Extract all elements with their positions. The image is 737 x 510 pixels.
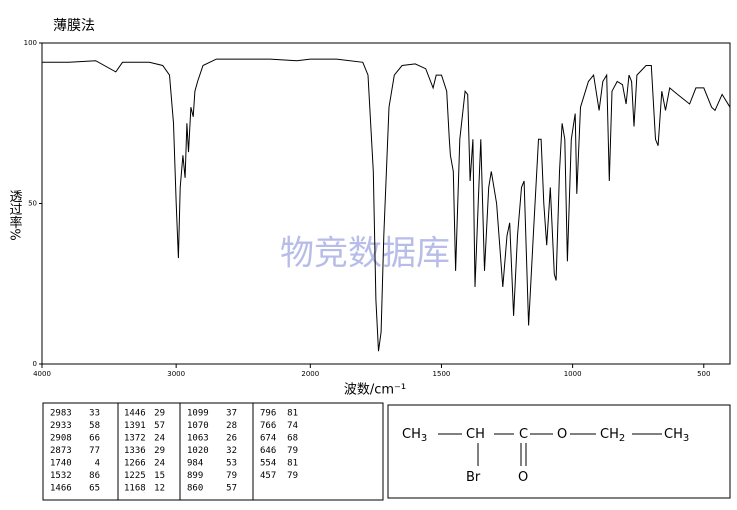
x-tick-label: 1000 [564, 370, 582, 378]
atom-symbol: CH [402, 427, 421, 442]
atom-label: O [557, 427, 567, 442]
peak-value: 66 [89, 434, 100, 444]
peak-value: 86 [89, 471, 100, 481]
peak-wavenumber: 1372 [124, 434, 146, 444]
peak-value: 58 [89, 421, 100, 431]
peak-wavenumber: 1336 [124, 446, 146, 456]
peak-value: 57 [154, 421, 165, 431]
atom-label: CH2 [600, 427, 625, 445]
x-tick-label: 4000 [33, 370, 51, 378]
atom-label: CH3 [664, 427, 689, 445]
peak-value: 33 [89, 409, 100, 419]
y-tick-label: 0 [33, 360, 37, 368]
peak-value: 15 [154, 471, 165, 481]
atom-subscript: 2 [619, 433, 625, 444]
atom-label: CH [466, 427, 485, 442]
atom-label: CH3 [402, 427, 427, 445]
peak-wavenumber: 766 [260, 421, 276, 431]
y-axis-label: 透过率% [7, 189, 23, 240]
atom-symbol: CH [600, 427, 619, 442]
peak-wavenumber: 2983 [50, 409, 72, 419]
peak-wavenumber: 984 [187, 459, 203, 469]
peak-value: 28 [226, 421, 237, 431]
watermark: 物竞数据库 [280, 234, 450, 274]
atom-subscript: 3 [683, 433, 689, 444]
x-tick-label: 1500 [433, 370, 451, 378]
peak-value: 37 [226, 409, 237, 419]
peak-table-frame [42, 402, 384, 501]
peak-wavenumber: 1099 [187, 409, 209, 419]
x-tick-label: 500 [697, 370, 710, 378]
peak-wavenumber: 1168 [124, 484, 146, 494]
bonds [438, 433, 662, 466]
peak-wavenumber: 1063 [187, 434, 209, 444]
atom-label: C [519, 427, 528, 442]
peak-wavenumber: 674 [260, 434, 276, 444]
peak-wavenumber: 860 [187, 484, 203, 494]
peak-wavenumber: 2873 [50, 446, 72, 456]
peak-value: 12 [154, 484, 165, 494]
y-tick-label: 50 [28, 200, 37, 208]
peak-value: 32 [226, 446, 237, 456]
peak-wavenumber: 1070 [187, 421, 209, 431]
peak-wavenumber: 646 [260, 446, 276, 456]
peak-value: 53 [226, 459, 237, 469]
atom-symbol: Br [466, 470, 481, 485]
peak-wavenumber: 554 [260, 459, 276, 469]
peak-wavenumber: 2933 [50, 421, 72, 431]
peak-value: 4 [95, 459, 100, 469]
chart-title: 薄膜法 [53, 18, 95, 34]
peak-value: 29 [154, 446, 165, 456]
plot-frame [41, 42, 731, 365]
atom-symbol: O [557, 427, 567, 442]
peak-wavenumber: 1020 [187, 446, 209, 456]
peak-value: 57 [226, 484, 237, 494]
atom-symbol: O [518, 470, 528, 485]
peak-wavenumber: 2908 [50, 434, 72, 444]
peak-value: 26 [226, 434, 237, 444]
peak-wavenumber: 796 [260, 409, 276, 419]
peak-wavenumber: 1740 [50, 459, 72, 469]
x-tick-label: 3000 [167, 370, 185, 378]
peak-value: 81 [287, 409, 298, 419]
peak-value: 74 [287, 421, 298, 431]
atom-symbol: CH [466, 427, 485, 442]
peak-wavenumber: 1446 [124, 409, 146, 419]
peak-wavenumber: 1391 [124, 421, 146, 431]
peak-wavenumber: 457 [260, 471, 276, 481]
peak-wavenumber: 899 [187, 471, 203, 481]
peak-value: 68 [287, 434, 298, 444]
atom-subscript: 3 [421, 433, 427, 444]
peak-wavenumber: 1532 [50, 471, 72, 481]
peak-value: 79 [226, 471, 237, 481]
peak-value: 81 [287, 459, 298, 469]
structure-frame [387, 404, 731, 499]
peak-value: 29 [154, 409, 165, 419]
peak-value: 79 [287, 471, 298, 481]
peak-value: 79 [287, 446, 298, 456]
spectrum-line [42, 58, 731, 352]
peak-wavenumber: 1225 [124, 471, 146, 481]
peak-wavenumber: 1466 [50, 484, 72, 494]
peak-wavenumber: 1266 [124, 459, 146, 469]
atom-label: Br [466, 470, 481, 485]
peak-value: 77 [89, 446, 100, 456]
atom-label: O [518, 470, 528, 485]
x-tick-label: 2000 [301, 370, 319, 378]
peak-value: 65 [89, 484, 100, 494]
y-tick-label: 100 [24, 39, 37, 47]
atom-symbol: C [519, 427, 528, 442]
x-axis-label: 波数/cm⁻¹ [344, 383, 406, 398]
peak-value: 24 [154, 434, 165, 444]
peak-value: 24 [154, 459, 165, 469]
atom-symbol: CH [664, 427, 683, 442]
